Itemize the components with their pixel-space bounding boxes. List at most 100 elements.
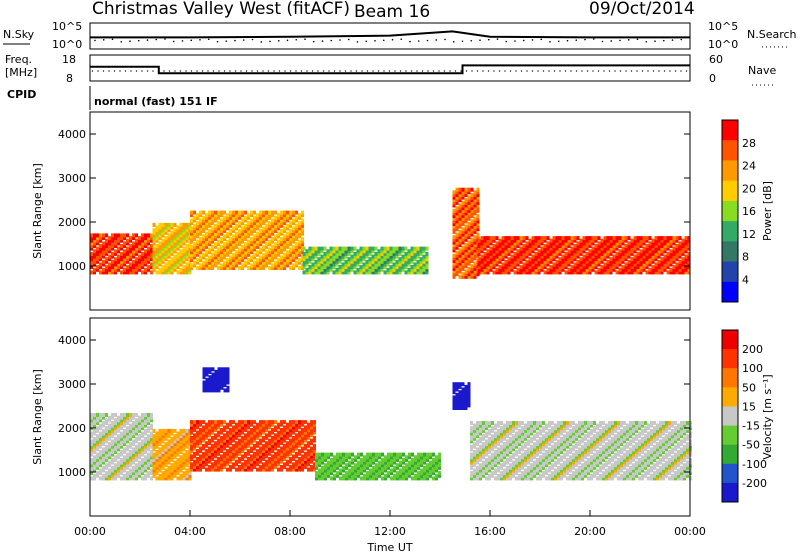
heatmap-cell xyxy=(223,263,226,268)
heatmap-cell xyxy=(396,455,399,460)
heatmap-cell xyxy=(519,246,523,251)
heatmap-cell xyxy=(253,462,256,467)
heatmap-cell xyxy=(173,450,177,454)
heatmap-cell xyxy=(90,251,93,256)
heatmap-cell xyxy=(141,460,144,465)
heatmap-cell xyxy=(534,270,538,275)
heatmap-cell xyxy=(173,241,177,246)
heatmap-cell xyxy=(464,387,468,392)
heatmap-cell xyxy=(326,257,330,262)
heatmap-cell xyxy=(271,213,274,218)
heatmap-cell xyxy=(464,200,468,205)
heatmap-cell xyxy=(669,241,673,246)
heatmap-cell xyxy=(497,428,500,433)
heatmap-cell xyxy=(155,265,159,270)
heatmap-cell xyxy=(111,460,114,465)
heatmap-cell xyxy=(470,434,473,439)
heatmap-cell xyxy=(158,259,162,264)
heatmap-cell xyxy=(90,418,93,423)
heatmap-cell xyxy=(470,187,474,192)
heatmap-cell xyxy=(265,255,268,260)
heatmap-cell xyxy=(407,254,411,259)
nave-dot xyxy=(652,70,655,72)
heatmap-cell xyxy=(323,270,327,275)
heatmap-cell xyxy=(410,257,414,262)
heatmap-cell xyxy=(627,249,631,254)
heatmap-cell xyxy=(380,254,384,259)
heatmap-cell xyxy=(497,434,500,439)
heatmap-cell xyxy=(298,239,301,244)
heatmap-cell xyxy=(660,267,664,272)
heatmap-cell xyxy=(132,233,135,238)
heatmap-cell xyxy=(141,246,144,251)
heatmap-cell xyxy=(461,390,465,395)
heatmap-cell xyxy=(663,244,667,248)
heatmap-cell xyxy=(147,267,150,272)
heatmap-cell xyxy=(585,238,589,243)
heatmap-cell xyxy=(639,254,643,259)
heatmap-cell xyxy=(452,400,456,405)
heatmap-cell xyxy=(173,428,177,433)
heatmap-cell xyxy=(259,239,262,244)
heatmap-cell xyxy=(147,471,150,476)
heatmap-cell xyxy=(176,246,180,251)
heatmap-cell xyxy=(229,258,232,263)
heatmap-cell xyxy=(549,267,553,272)
heatmap-cell xyxy=(277,266,280,270)
heatmap-cell xyxy=(114,413,117,417)
heatmap-cell xyxy=(132,259,135,264)
heatmap-cell xyxy=(289,242,292,247)
heatmap-cell xyxy=(618,259,622,264)
heatmap-cell xyxy=(525,270,529,275)
heatmap-cell xyxy=(292,465,295,469)
heatmap-cell xyxy=(241,462,244,467)
heatmap-cell xyxy=(229,260,232,265)
heatmap-cell xyxy=(476,423,479,428)
heatmap-cell xyxy=(515,442,518,447)
noise-left-tick-top: 10^5 xyxy=(52,20,82,33)
heatmap-cell xyxy=(621,254,625,259)
heatmap-cell xyxy=(576,259,580,264)
heatmap-cell xyxy=(259,446,262,451)
heatmap-cell xyxy=(347,265,351,270)
heatmap-cell xyxy=(144,442,147,447)
heatmap-cell xyxy=(173,257,177,262)
heatmap-cell xyxy=(483,265,487,270)
heatmap-cell xyxy=(123,249,126,254)
heatmap-cell xyxy=(259,467,262,472)
heatmap-cell xyxy=(663,257,667,262)
heatmap-cell xyxy=(144,457,147,462)
heatmap-cell xyxy=(161,259,165,264)
heatmap-cell xyxy=(114,421,117,425)
heatmap-cell xyxy=(144,455,147,460)
heatmap-cell xyxy=(170,267,174,272)
heatmap-cell xyxy=(482,455,485,460)
heatmap-cell xyxy=(170,455,174,460)
heatmap-cell xyxy=(567,244,571,248)
heatmap-cell xyxy=(211,266,214,270)
heatmap-cell xyxy=(214,459,217,464)
heatmap-cell xyxy=(378,473,381,478)
heatmap-cell xyxy=(540,259,544,264)
heatmap-cell xyxy=(404,257,408,262)
heatmap-cell xyxy=(235,462,238,467)
heatmap-cell xyxy=(606,244,610,248)
heatmap-cell xyxy=(138,254,141,259)
heatmap-cell xyxy=(126,265,129,270)
heatmap-cell xyxy=(292,229,295,233)
heatmap-cell xyxy=(313,454,316,459)
heatmap-cell xyxy=(238,443,241,448)
heatmap-cell xyxy=(120,457,123,462)
heatmap-cell xyxy=(588,249,592,254)
heatmap-cell xyxy=(179,222,183,227)
heatmap-cell xyxy=(600,257,604,262)
heatmap-cell xyxy=(158,452,162,457)
heatmap-cell xyxy=(147,434,150,439)
heatmap-cell xyxy=(512,455,515,460)
heatmap-cell xyxy=(196,430,199,435)
heatmap-cell xyxy=(271,263,274,268)
heatmap-cell xyxy=(582,238,586,243)
heatmap-cell xyxy=(482,434,485,439)
heatmap-cell xyxy=(135,238,138,243)
heatmap-cell xyxy=(476,216,480,221)
